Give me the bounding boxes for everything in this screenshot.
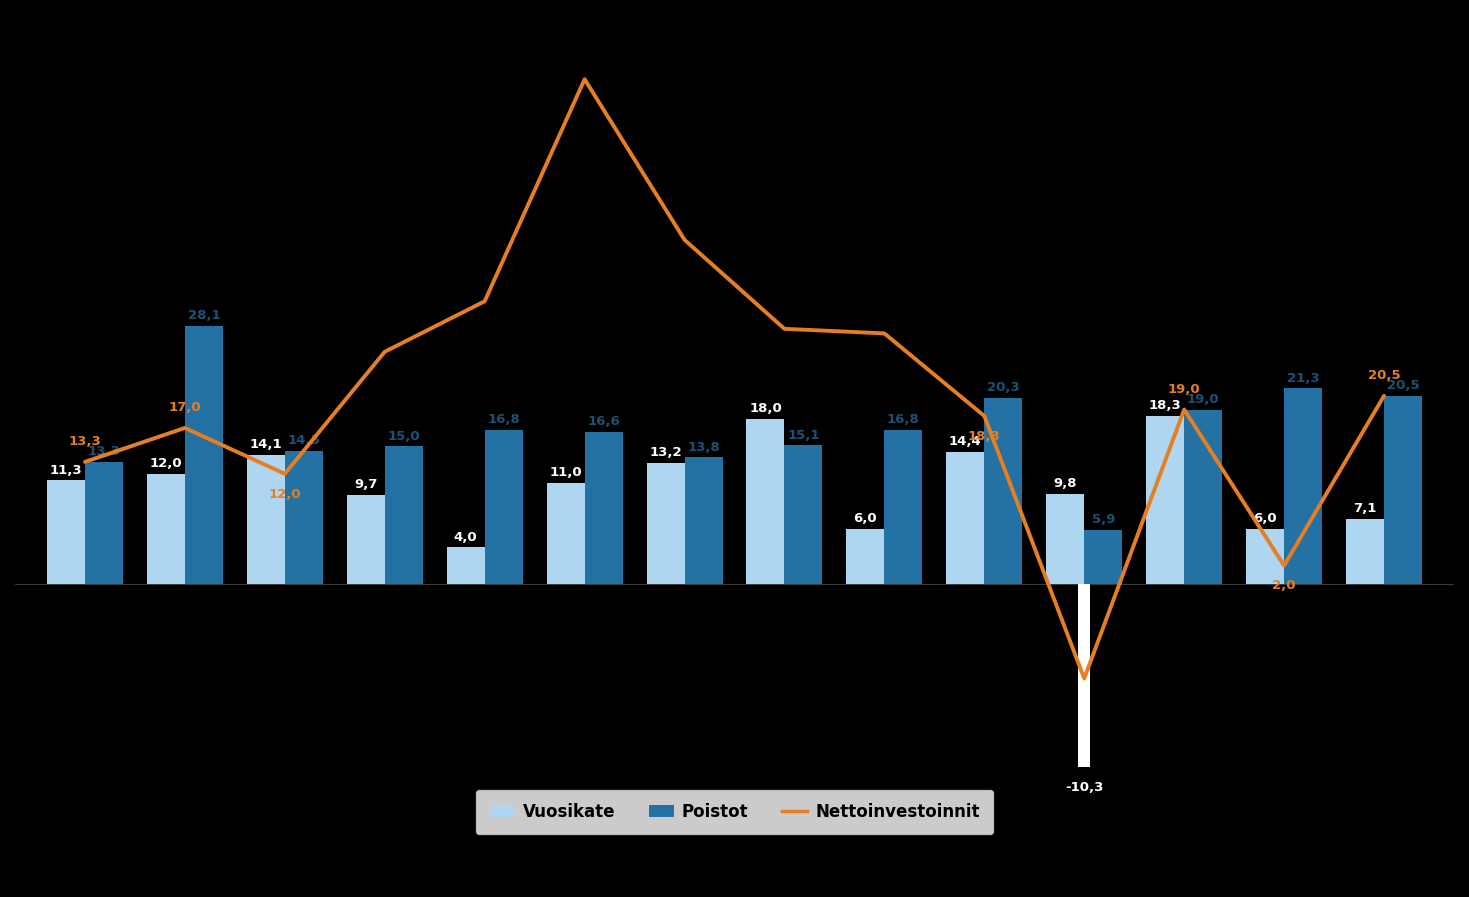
- Text: 6,0: 6,0: [853, 512, 877, 526]
- Bar: [1284, 388, 1322, 584]
- Bar: [646, 463, 685, 584]
- Bar: [447, 547, 485, 584]
- Bar: [1078, 584, 1090, 768]
- Text: 21,3: 21,3: [1287, 371, 1319, 385]
- Text: 19,0: 19,0: [1187, 393, 1219, 406]
- Bar: [846, 529, 884, 584]
- Bar: [85, 462, 123, 584]
- Bar: [285, 451, 323, 584]
- Text: 16,8: 16,8: [488, 414, 520, 426]
- Text: 2,0: 2,0: [1272, 579, 1296, 592]
- Text: 5,9: 5,9: [1091, 513, 1115, 527]
- Bar: [247, 455, 285, 584]
- Bar: [1184, 410, 1222, 584]
- Bar: [784, 446, 823, 584]
- Bar: [385, 447, 423, 584]
- Bar: [147, 474, 185, 584]
- Text: 15,0: 15,0: [388, 430, 420, 442]
- Text: 18,3: 18,3: [1149, 399, 1181, 413]
- Text: 17,0: 17,0: [169, 401, 201, 414]
- Text: 9,8: 9,8: [1053, 477, 1077, 491]
- Text: 14,5: 14,5: [288, 434, 320, 448]
- Bar: [946, 452, 984, 584]
- Text: 19,0: 19,0: [1168, 383, 1200, 396]
- Text: 18,3: 18,3: [968, 430, 1000, 443]
- Bar: [1084, 530, 1122, 584]
- Bar: [1146, 416, 1184, 584]
- Text: 13,3: 13,3: [88, 445, 120, 458]
- Text: 13,2: 13,2: [649, 446, 682, 459]
- Text: 20: 20: [1099, 669, 1118, 683]
- Text: 15,1: 15,1: [787, 429, 820, 441]
- Text: -10,3: -10,3: [1065, 781, 1103, 794]
- Bar: [347, 495, 385, 584]
- Bar: [746, 419, 784, 584]
- Bar: [1046, 494, 1084, 584]
- Text: 6,0: 6,0: [1253, 512, 1277, 526]
- Text: 9,7: 9,7: [354, 478, 378, 492]
- Text: 14,4: 14,4: [949, 435, 981, 448]
- Text: 13,3: 13,3: [69, 435, 101, 448]
- Bar: [185, 327, 223, 584]
- Text: 28,1: 28,1: [188, 309, 220, 322]
- Text: 16,6: 16,6: [588, 415, 620, 428]
- Text: 11,3: 11,3: [50, 464, 82, 476]
- Text: 16,8: 16,8: [887, 414, 920, 426]
- Bar: [1246, 529, 1284, 584]
- Bar: [485, 430, 523, 584]
- Bar: [884, 430, 923, 584]
- Bar: [585, 431, 623, 584]
- Bar: [1384, 396, 1422, 584]
- Bar: [1346, 518, 1384, 584]
- Bar: [685, 457, 723, 584]
- Legend: Vuosikate, Poistot, Nettoinvestoinnit: Vuosikate, Poistot, Nettoinvestoinnit: [476, 789, 993, 834]
- Bar: [546, 483, 585, 584]
- Bar: [47, 480, 85, 584]
- Text: 12,0: 12,0: [269, 488, 301, 501]
- Text: 14,1: 14,1: [250, 438, 282, 451]
- Text: 11,0: 11,0: [549, 466, 582, 479]
- Text: 18,0: 18,0: [749, 402, 782, 415]
- Text: 7,1: 7,1: [1353, 502, 1376, 515]
- Text: 13,8: 13,8: [687, 440, 720, 454]
- Text: 12,0: 12,0: [150, 457, 182, 470]
- Text: 20,5: 20,5: [1387, 379, 1419, 392]
- Text: 20,5: 20,5: [1368, 369, 1400, 382]
- Bar: [984, 397, 1022, 584]
- Text: 20,3: 20,3: [987, 381, 1019, 394]
- Text: 4,0: 4,0: [454, 530, 477, 544]
